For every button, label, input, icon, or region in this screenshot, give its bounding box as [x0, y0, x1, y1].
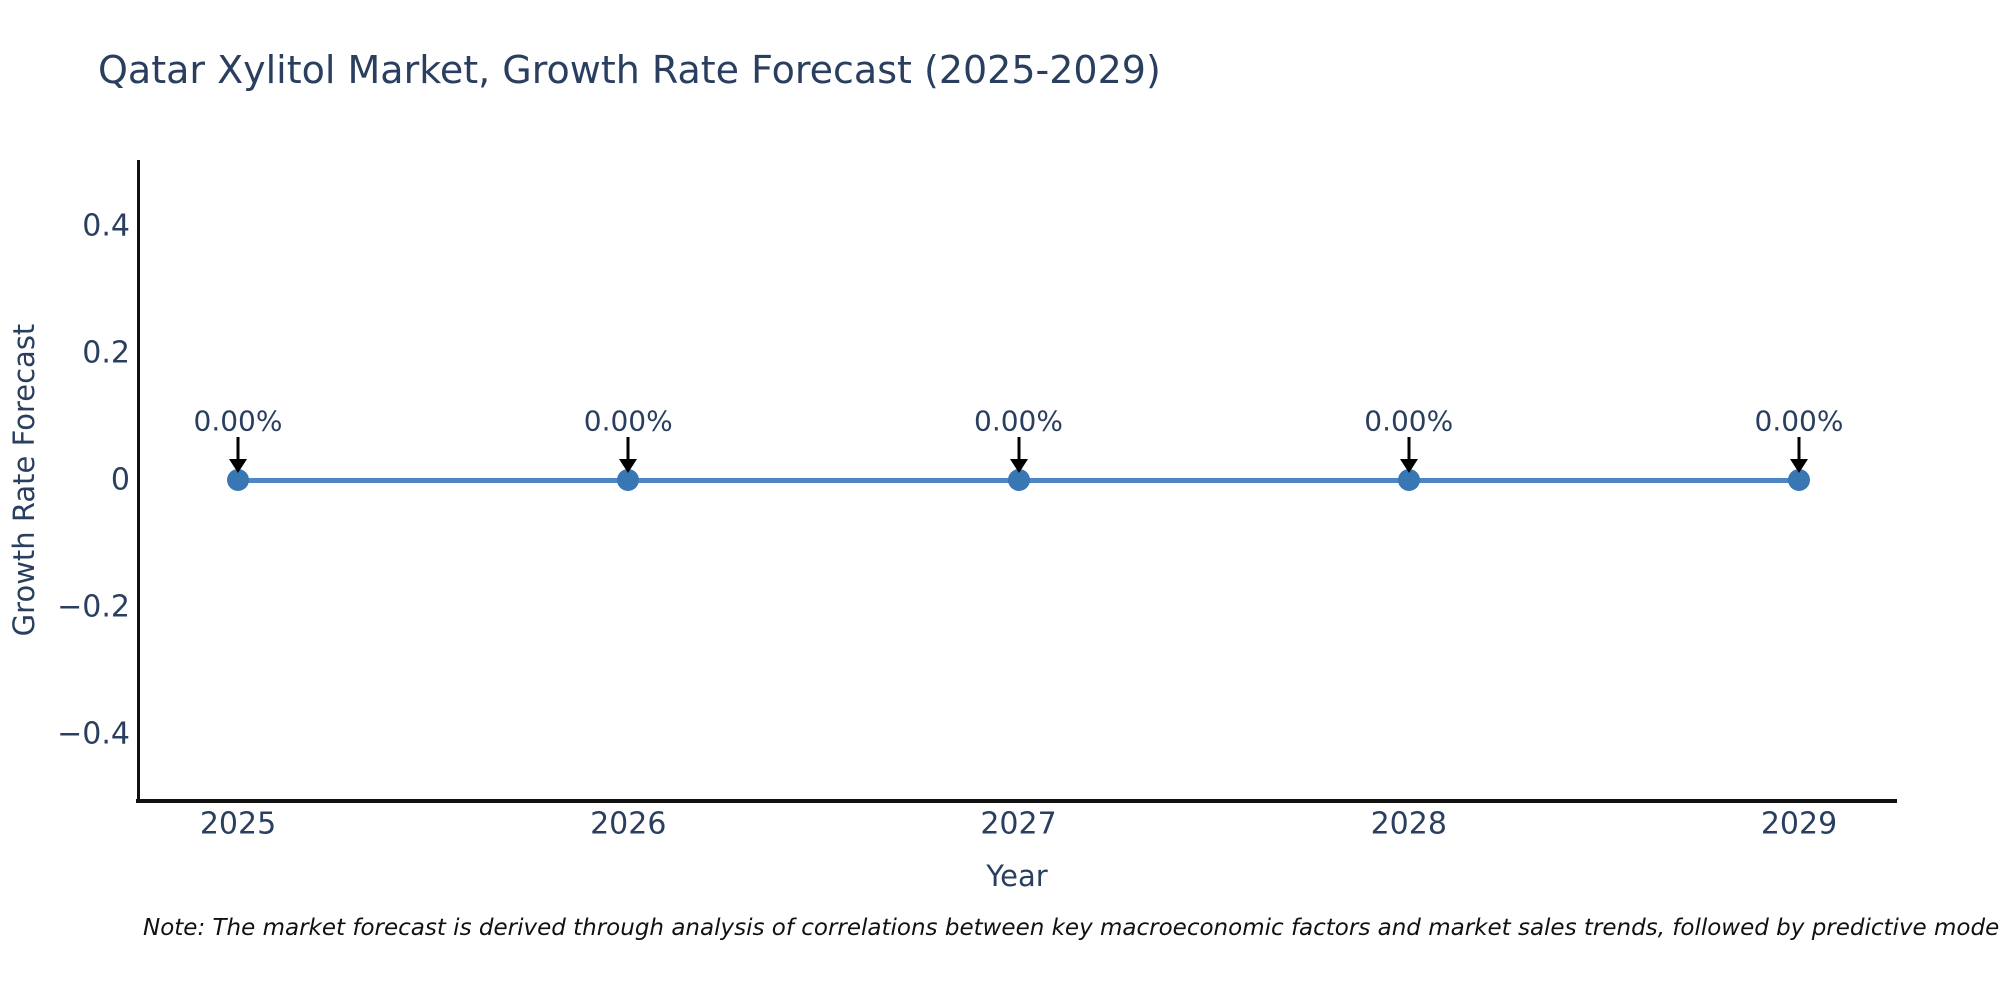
- annotation-arrow-shaft: [1017, 437, 1020, 462]
- y-tick-label: 0.4: [82, 208, 130, 244]
- y-tick-label: 0.2: [82, 335, 130, 371]
- annotation-label: 0.00%: [193, 404, 283, 438]
- annotation-arrow-shaft: [236, 437, 240, 462]
- annotation-arrowhead-icon: [1009, 459, 1028, 473]
- data-point-marker: [617, 469, 640, 491]
- x-tick-label: 2027: [980, 806, 1057, 842]
- x-tick-label: 2029: [1760, 806, 1838, 842]
- x-axis-title: Year: [986, 859, 1048, 893]
- annotation-arrowhead-icon: [229, 459, 247, 473]
- x-tick-label: 2026: [590, 806, 667, 842]
- x-tick-label: 2025: [199, 806, 277, 842]
- y-axis-line: [137, 160, 140, 803]
- annotation-arrow-shaft: [1407, 437, 1411, 462]
- y-tick-label: −0.4: [57, 716, 130, 752]
- annotation-arrowhead-icon: [1399, 459, 1418, 473]
- data-point-marker: [1397, 469, 1420, 491]
- y-tick-label: −0.2: [57, 589, 130, 625]
- y-tick-label: 0: [110, 462, 130, 498]
- x-tick-label: 2028: [1370, 806, 1447, 842]
- annotation-arrow-shaft: [626, 437, 630, 462]
- annotation-label: 0.00%: [1364, 404, 1454, 438]
- annotation-arrowhead-icon: [619, 459, 638, 473]
- x-axis-line: [136, 799, 1897, 803]
- annotation-label: 0.00%: [583, 404, 673, 438]
- data-point-marker: [1007, 469, 1030, 491]
- data-point-marker: [227, 469, 249, 491]
- chart-title: Qatar Xylitol Market, Growth Rate Foreca…: [98, 48, 1161, 92]
- annotation-arrowhead-icon: [1790, 459, 1808, 473]
- annotation-arrow-shaft: [1797, 437, 1801, 462]
- annotation-label: 0.00%: [1754, 404, 1844, 438]
- footnote: Note: The market forecast is derived thr…: [143, 915, 2000, 941]
- data-point-marker: [1788, 469, 1810, 491]
- annotation-label: 0.00%: [974, 404, 1063, 438]
